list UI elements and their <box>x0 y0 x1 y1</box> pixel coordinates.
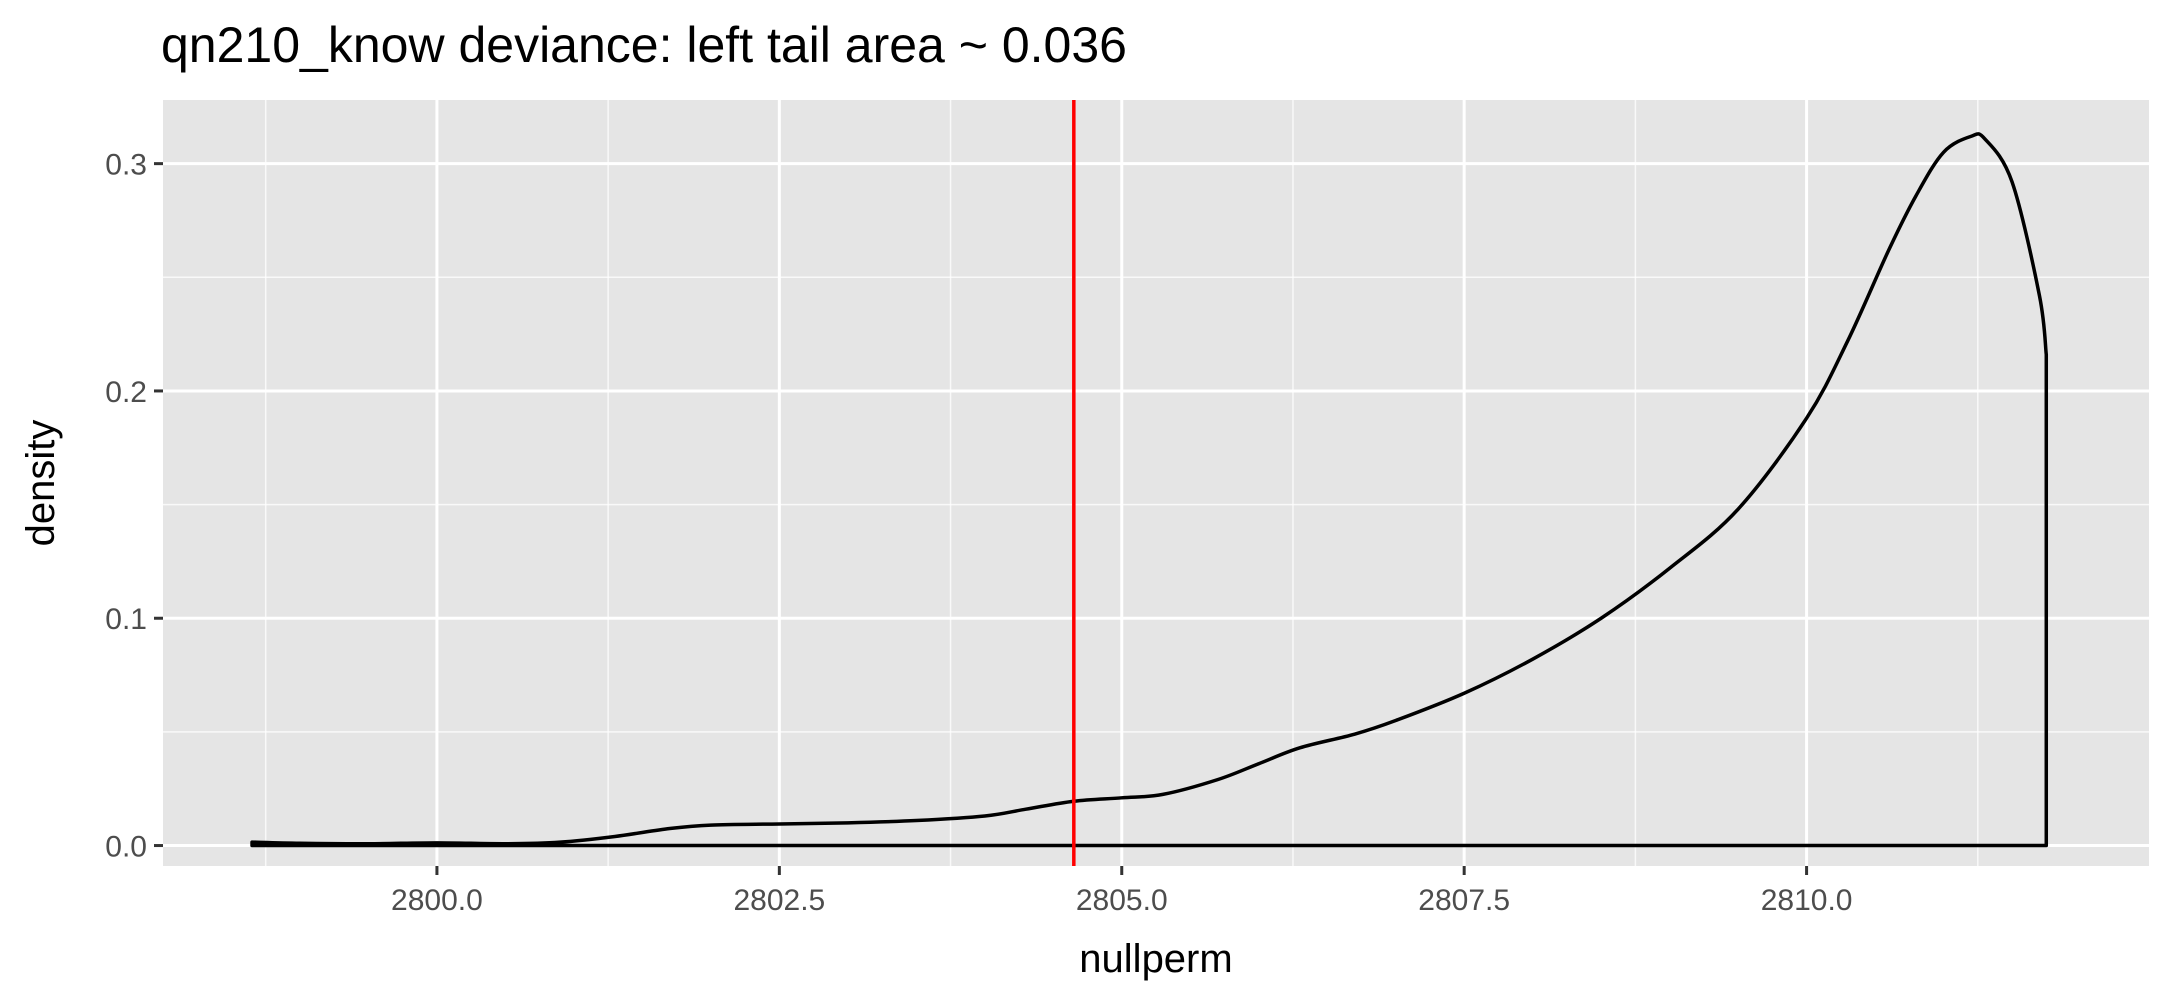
x-tick-label: 2800.0 <box>391 884 483 917</box>
x-tick-label: 2805.0 <box>1076 884 1168 917</box>
axis-tick-labels: 2800.0 2802.5 2805.0 2807.5 2810.0 0.0 0.1 0.2 0… <box>105 149 1852 917</box>
y-tick-label: 0.1 <box>105 603 147 636</box>
x-tick-label: 2810.0 <box>1761 884 1853 917</box>
axis-ticks <box>154 162 1809 875</box>
x-tick-label: 2807.5 <box>1418 884 1510 917</box>
grid-minor <box>163 100 2149 866</box>
plot-panel <box>163 100 2149 866</box>
x-tick-label: 2802.5 <box>733 884 825 917</box>
y-tick-label: 0.0 <box>105 831 147 864</box>
y-axis-title: density <box>19 420 63 547</box>
y-tick-label: 0.2 <box>105 376 147 409</box>
y-tick-label: 0.3 <box>105 149 147 182</box>
chart-title: qn210_know deviance: left tail area ~ 0.… <box>161 17 1127 73</box>
x-axis-title: nullperm <box>1079 937 1232 981</box>
density-curve <box>250 132 2049 848</box>
